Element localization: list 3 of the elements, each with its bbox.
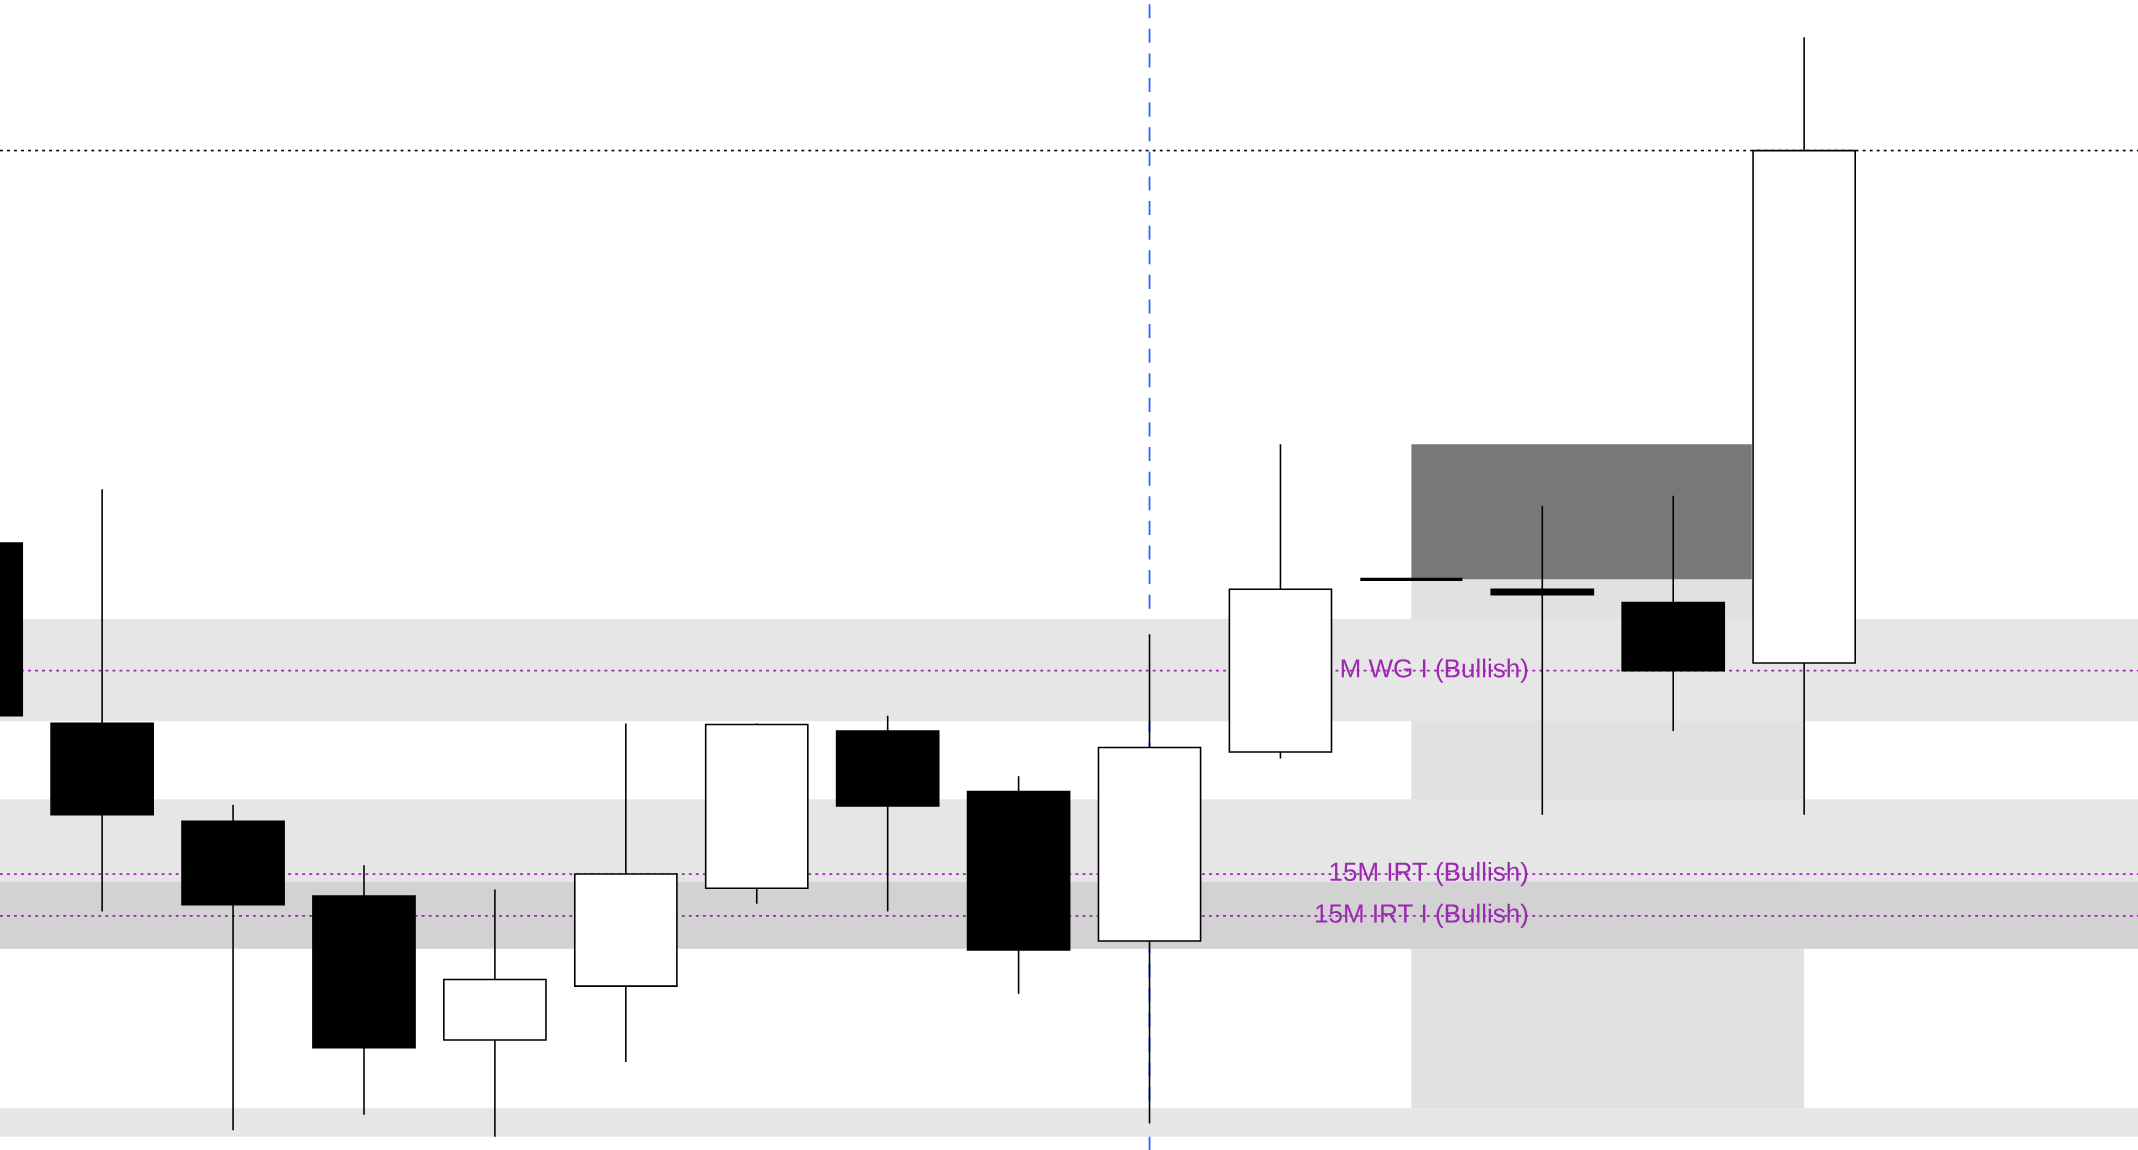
ref-line-label: 15M IRT I (Bullish) xyxy=(1316,903,1528,928)
ref-line-label: M WG I (Bullish) xyxy=(1341,658,1528,683)
ref-line-label: 15M IRT (Bullish) xyxy=(1330,861,1528,887)
